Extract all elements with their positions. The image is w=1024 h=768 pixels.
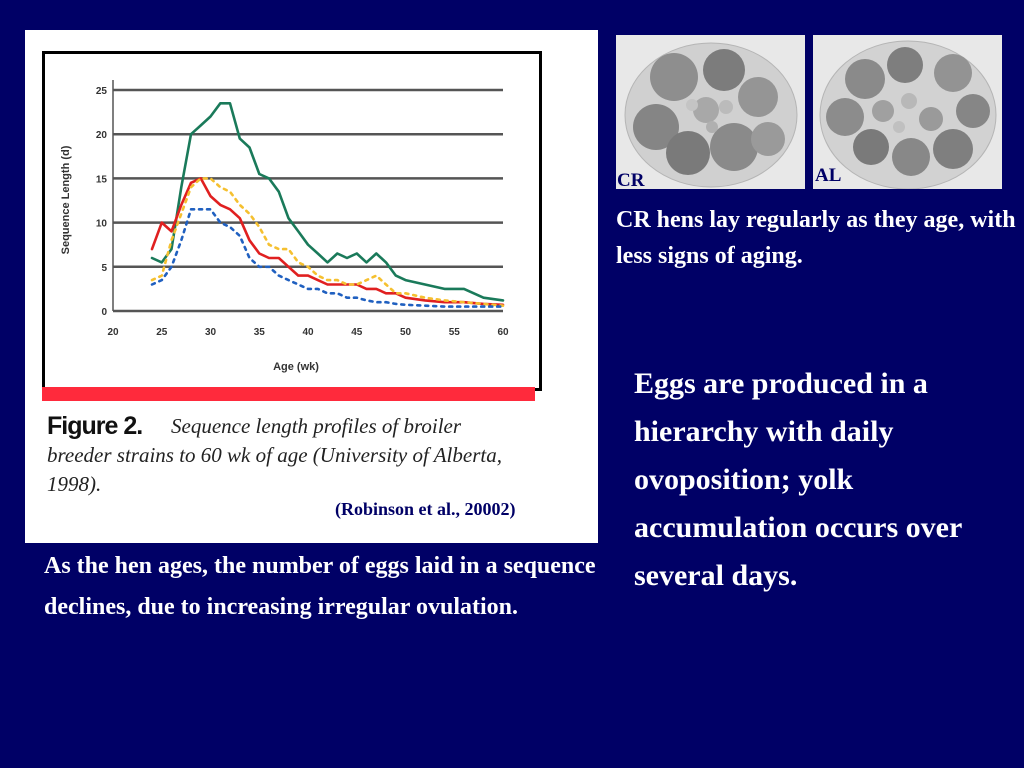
egg-hierarchy-text: Eggs are produced in a hierarchy with da… — [634, 367, 962, 592]
accent-bar — [42, 387, 535, 401]
x-tick-label: 50 — [400, 327, 412, 338]
series-line-1 — [150, 101, 505, 302]
chart-series — [150, 101, 505, 308]
series-line-2 — [150, 177, 505, 307]
x-axis-label: Age (wk) — [273, 361, 319, 373]
ageing-explanation-text: As the hen ages, the number of eggs laid… — [44, 553, 596, 620]
x-tick-label: 35 — [254, 327, 266, 338]
sequence-length-chart: 0 5 10 15 20 25 20 25 30 35 40 45 50 55 60 Age (wk) Se… — [60, 80, 509, 373]
series-line-3 — [150, 177, 505, 307]
y-tick-label: 10 — [96, 219, 108, 230]
al-ovary-photo — [813, 35, 1002, 189]
chart-frame: 0 5 10 15 20 25 20 25 30 35 40 45 50 55 60 Age (wk) Se… — [42, 51, 542, 391]
figure-panel: 0 5 10 15 20 25 20 25 30 35 40 45 50 55 60 Age (wk) Se… — [25, 30, 598, 543]
figure-caption: Sequence length profiles of broiler bree… — [47, 414, 502, 496]
y-tick-label: 0 — [101, 307, 107, 318]
y-tick-label: 20 — [96, 130, 108, 141]
citation: (Robinson et al., 20002) — [335, 499, 516, 519]
cr-ovary-photo — [616, 35, 805, 189]
x-tick-label: 25 — [156, 327, 168, 338]
chart-tick-labels: 0 5 10 15 20 25 20 25 30 35 40 45 50 55 60 — [96, 86, 509, 338]
y-tick-label: 15 — [96, 174, 108, 185]
x-tick-label: 45 — [351, 327, 363, 338]
figure-label: Figure 2. — [47, 412, 143, 440]
x-tick-label: 55 — [449, 327, 461, 338]
al-photo-label: AL — [815, 165, 842, 186]
x-tick-label: 40 — [302, 327, 314, 338]
cr-photo-label: CR — [617, 170, 645, 191]
series-line-4 — [150, 208, 505, 308]
y-axis-label: Sequence Length (d) — [60, 145, 72, 254]
y-tick-label: 5 — [101, 263, 107, 274]
x-tick-label: 60 — [497, 327, 509, 338]
x-tick-label: 20 — [107, 327, 119, 338]
y-tick-label: 25 — [96, 86, 108, 97]
cr-hens-text: CR hens lay regularly as they age, with … — [616, 207, 1016, 269]
chart-grid — [113, 88, 503, 313]
x-tick-label: 30 — [205, 327, 217, 338]
